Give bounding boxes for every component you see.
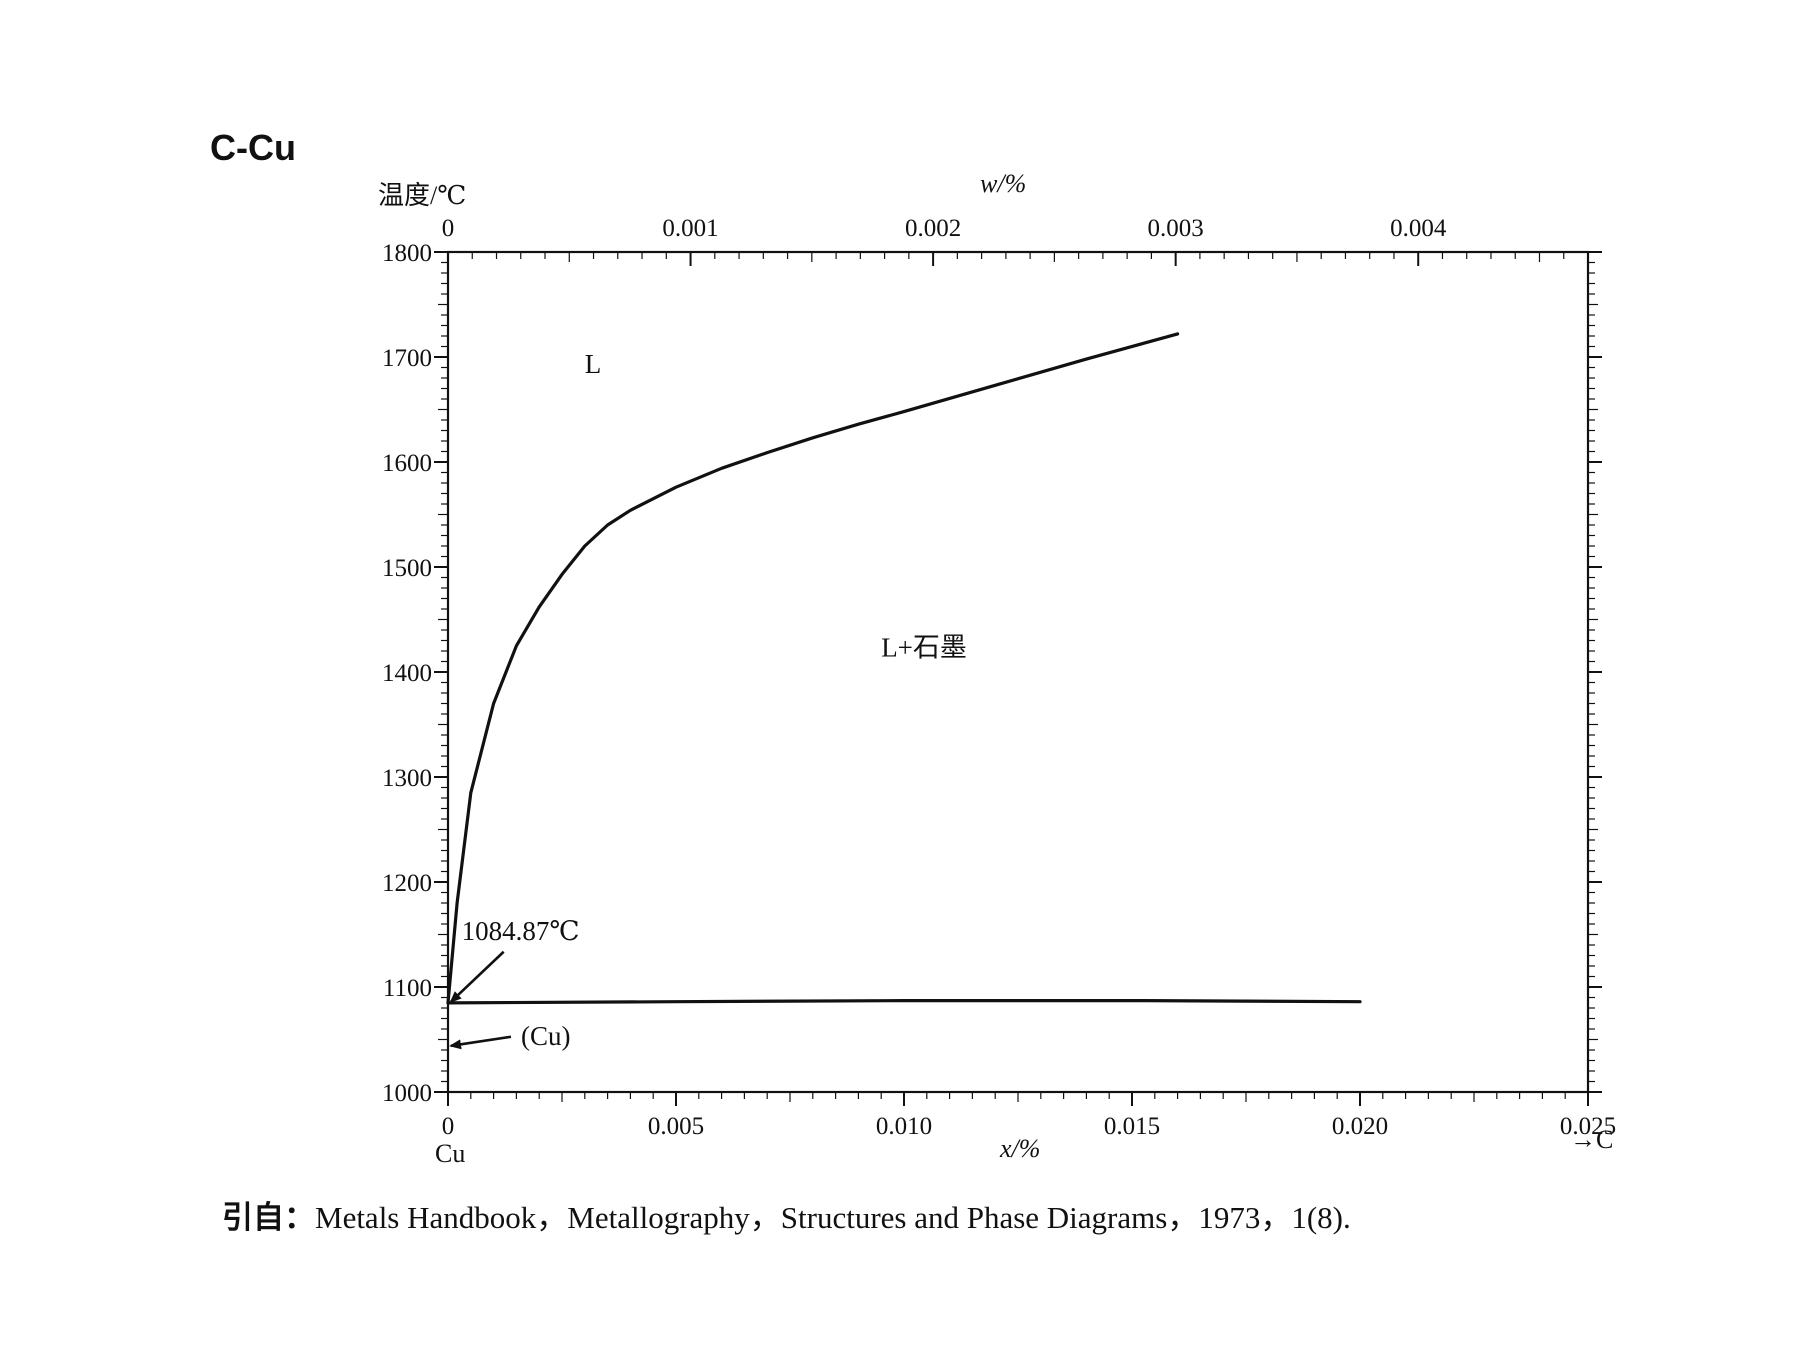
y-tick-label: 1300 [382, 765, 432, 792]
chart-title: C-Cu [210, 127, 296, 168]
annotation-label: (Cu) [521, 1021, 571, 1051]
top-axis-label: w/% [980, 169, 1026, 198]
y-tick-label: 1100 [383, 975, 432, 1002]
y-tick-label: 1400 [382, 660, 432, 687]
liquidus-line [446, 332, 1180, 1005]
source-prefix: 引自： [222, 1200, 315, 1236]
y-tick-label: 1000 [382, 1080, 432, 1107]
top-tick-labels: 0 0.001 0.002 0.003 0.004 [442, 215, 1447, 242]
axis-ticks [434, 251, 1602, 1106]
x-axis-label: x/% [999, 1134, 1040, 1163]
x-tick-label: 0.020 [1332, 1113, 1388, 1140]
eutectic-line [446, 998, 1362, 1005]
annotation-arrow [449, 950, 505, 1004]
source-citation: 引自：Metals Handbook，Metallography，Structu… [222, 1200, 1351, 1236]
annotation-arrow [449, 1035, 512, 1050]
annotation-label: 1084.87℃ [462, 916, 580, 946]
annotation-layer: L L+石墨 1084.87℃ (Cu) [449, 349, 967, 1051]
y-tick-label: 1700 [382, 345, 432, 372]
annotation-label: L+石墨 [881, 632, 967, 662]
x-tick-label: 0.015 [1104, 1113, 1160, 1140]
top-tick-label: 0.003 [1148, 215, 1204, 242]
x-tick-label: 0 [442, 1113, 455, 1140]
x-right-label: →C [1570, 1125, 1613, 1154]
series-layer [446, 332, 1362, 1005]
y-tick-label: 1500 [382, 555, 432, 582]
source-text: Metals Handbook，Metallography，Structures… [315, 1200, 1351, 1235]
x-tick-label: 0.010 [876, 1113, 932, 1140]
y-tick-label: 1800 [382, 240, 432, 267]
top-tick-label: 0.002 [905, 215, 961, 242]
top-tick-label: 0.004 [1390, 215, 1447, 242]
y-tick-label: 1200 [382, 870, 432, 897]
annotation-label: L [585, 349, 602, 379]
top-tick-label: 0.001 [662, 215, 718, 242]
y-tick-labels: 1000 1100 1200 1300 1400 1500 1600 1700 1800 [382, 240, 432, 1107]
y-axis-label: 温度/℃ [378, 181, 466, 210]
x-left-label: Cu [435, 1139, 465, 1168]
x-tick-labels: 0 0.005 0.010 0.015 0.020 0.025 [442, 1113, 1616, 1140]
x-tick-label: 0.005 [648, 1113, 704, 1140]
x-tick-label: 0.025 [1560, 1113, 1616, 1140]
y-tick-label: 1600 [382, 450, 432, 477]
top-tick-label: 0 [442, 215, 455, 242]
